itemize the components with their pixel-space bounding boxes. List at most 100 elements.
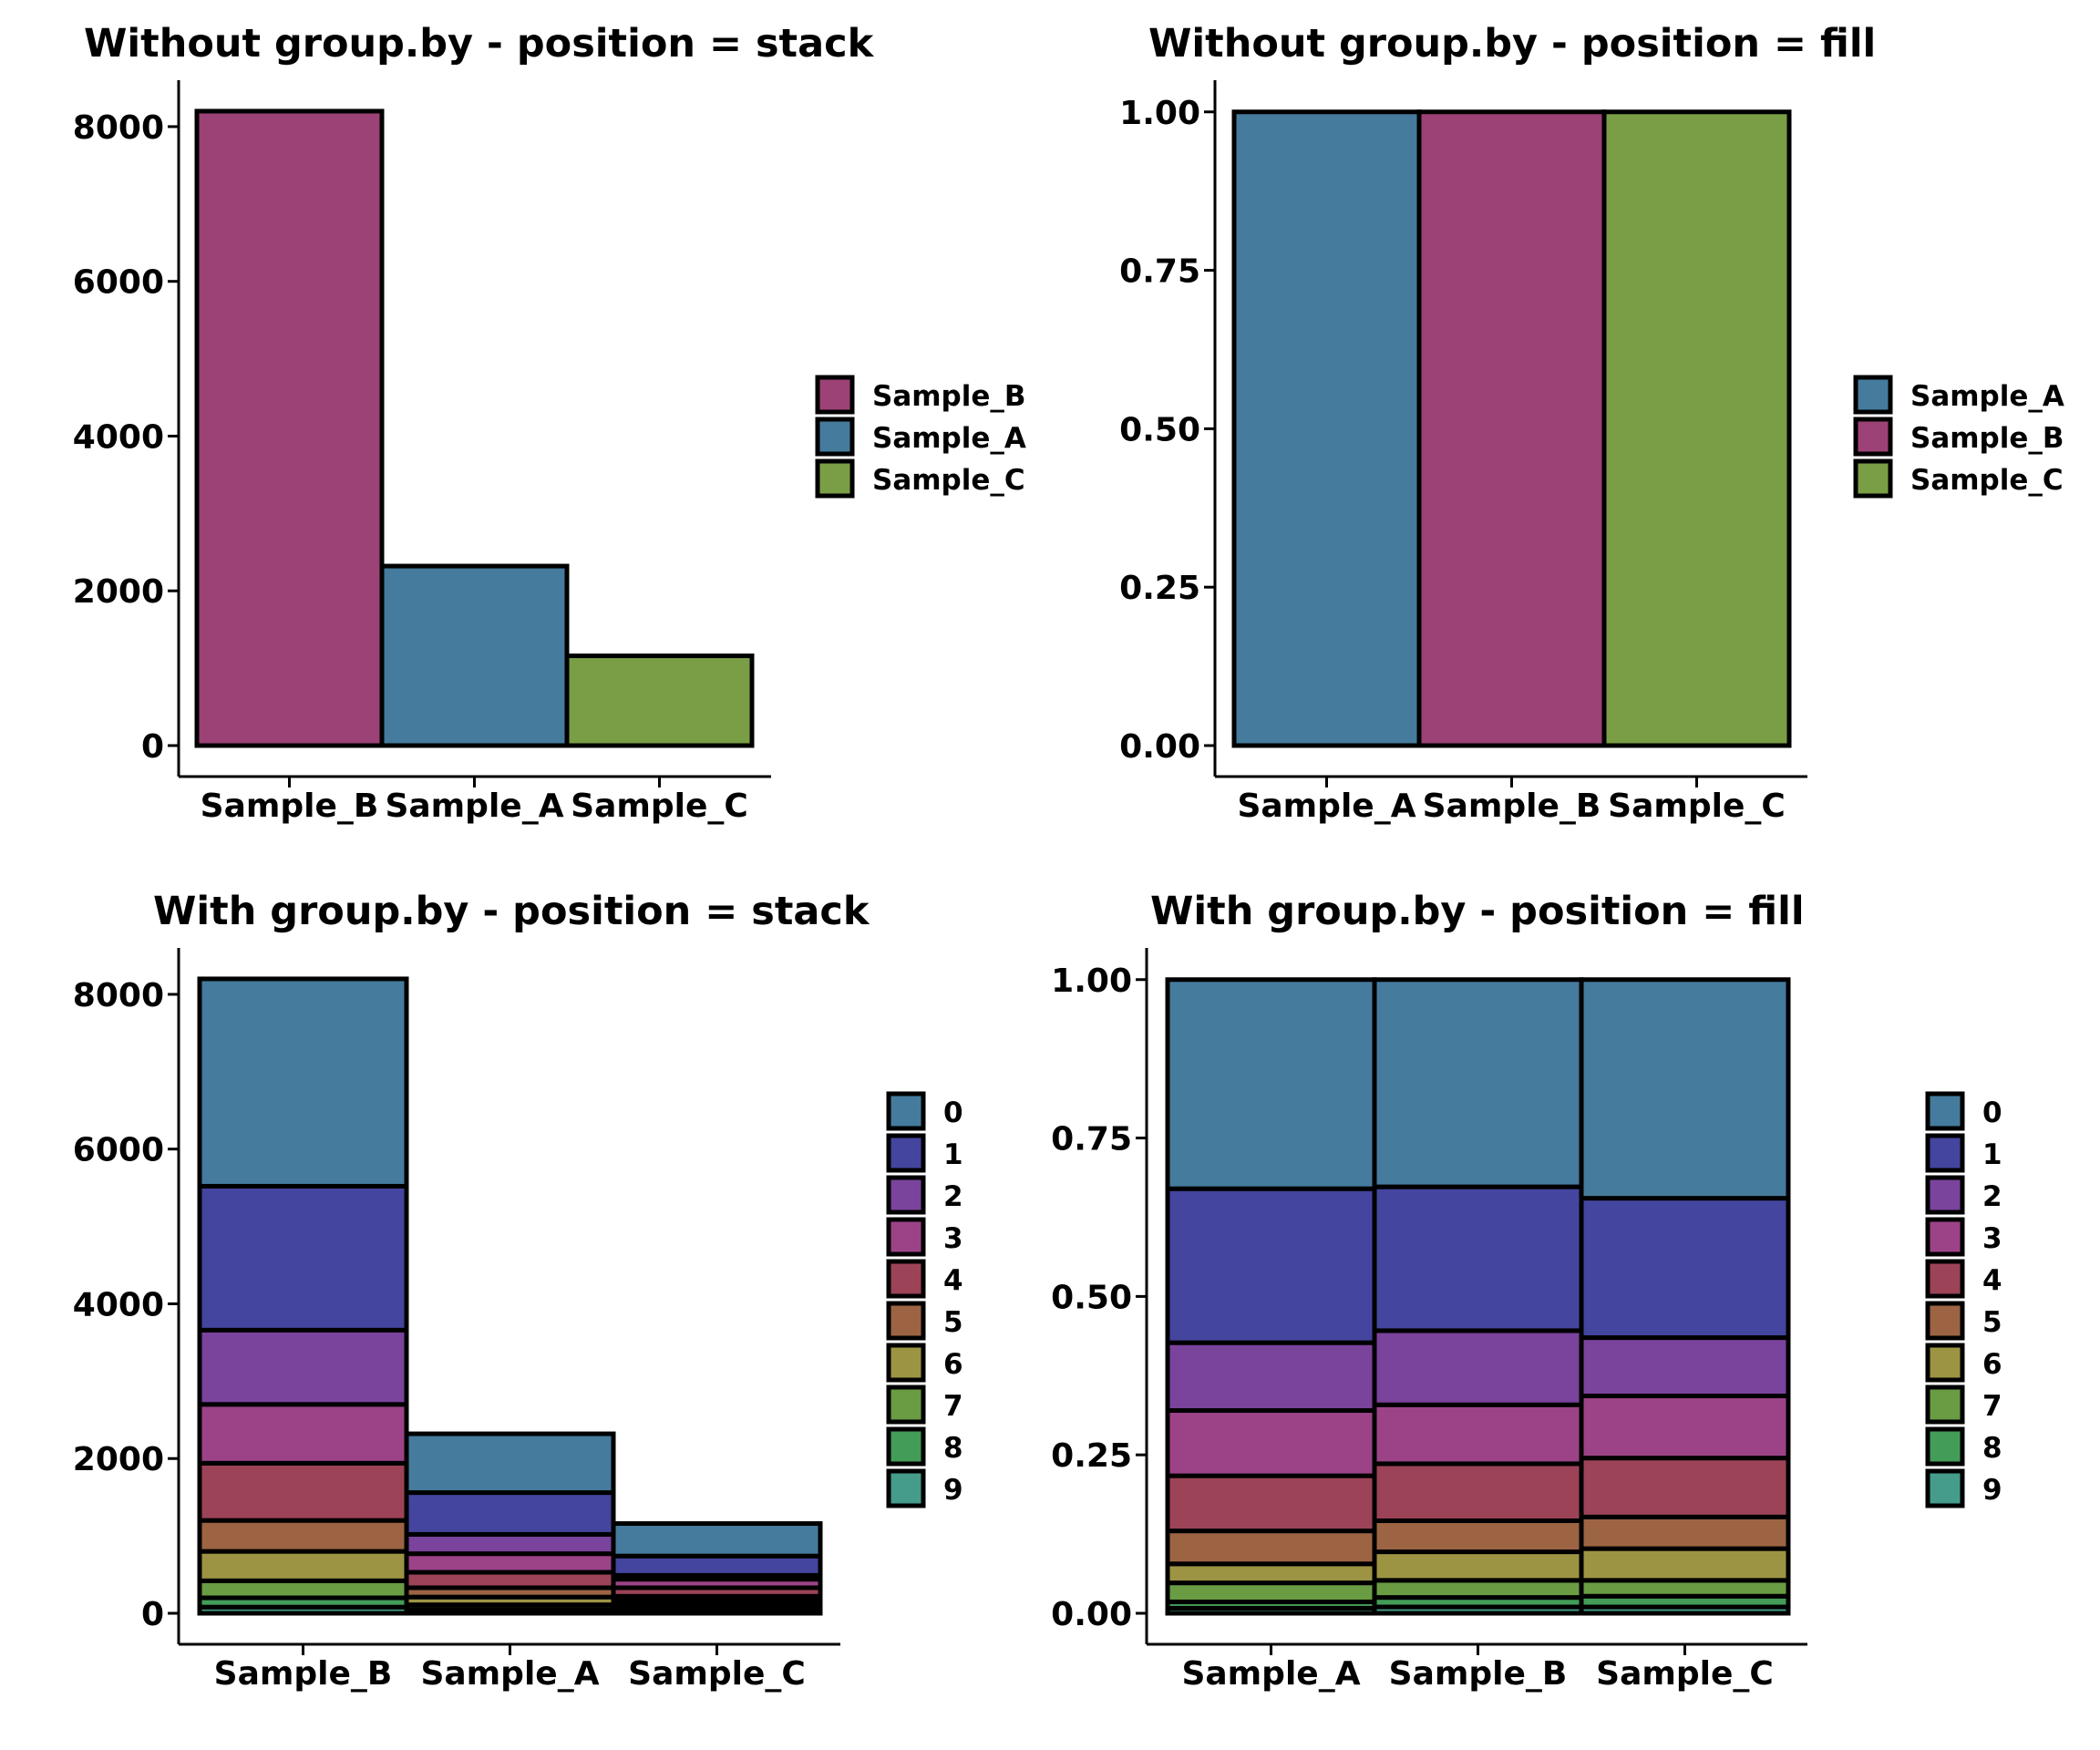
legend-label: 1 — [943, 1138, 963, 1171]
legend-label: Sample_B — [872, 380, 1026, 413]
legend-label: Sample_C — [872, 464, 1025, 497]
chart-panel-3: With group.by - position = stack Sample_B… — [73, 889, 963, 1693]
legend-key-7 — [886, 1385, 926, 1425]
bar-segment-Sample_B-4 — [197, 1460, 409, 1523]
legend-label: 7 — [943, 1390, 963, 1423]
bar-segment-Sample_B-7 — [1372, 1578, 1584, 1601]
legend-label: 2 — [943, 1180, 963, 1213]
legend-label: 8 — [1982, 1432, 2002, 1465]
y-tick-label: 0.25 — [1051, 1437, 1132, 1475]
legend-key-Sample_C — [1853, 458, 1893, 499]
chart-panel-4: With group.by - position = fill Sample_A S… — [1051, 889, 2002, 1693]
bar-segment-Sample_A-3 — [1165, 1408, 1377, 1478]
legend-label: 4 — [943, 1264, 963, 1297]
y-tick-label: 8000 — [73, 109, 164, 147]
y-tick-label: 0.00 — [1051, 1596, 1132, 1633]
bar-segment-Sample_B-7 — [197, 1578, 409, 1601]
bar-segment-Sample_A-0 — [404, 1431, 616, 1496]
x-tick-label: Sample_A — [1237, 788, 1415, 825]
legend-key-5 — [886, 1301, 926, 1341]
bar-segment-Sample_B-6 — [1372, 1549, 1584, 1583]
x-tick-label: Sample_B — [1389, 1655, 1568, 1693]
legend-label: 7 — [1982, 1390, 2002, 1423]
legend-key-Sample_A — [815, 417, 855, 457]
bar-segment-Sample_C-3 — [1579, 1394, 1791, 1461]
legend-key-0 — [886, 1091, 926, 1131]
legend-key-1 — [886, 1133, 926, 1173]
bar-segment-Sample_B-2 — [197, 1327, 409, 1407]
bar-segment-Sample_B-0 — [197, 976, 409, 1189]
bar-segment-Sample_A-2 — [1165, 1340, 1377, 1414]
bar-segment-Sample_C-1 — [1579, 1196, 1791, 1341]
legend-key-8 — [1925, 1426, 1965, 1467]
y-tick-label: 0.25 — [1119, 570, 1200, 607]
legend-label: Sample_C — [1910, 464, 2064, 497]
legend-key-7 — [1925, 1385, 1965, 1425]
legend-key-2 — [886, 1175, 926, 1215]
legend-label: 1 — [1982, 1138, 2002, 1171]
legend-label: 6 — [1982, 1348, 2002, 1381]
bar-segment-Sample_A-7 — [1165, 1580, 1377, 1604]
legend-label: 3 — [1982, 1222, 2002, 1255]
legend-label: 4 — [1982, 1264, 2002, 1297]
bar-segment-Sample_B-5 — [197, 1518, 409, 1554]
legend-label: 0 — [943, 1096, 963, 1129]
y-tick-label: 2000 — [73, 573, 164, 611]
legend-key-Sample_C — [815, 458, 855, 499]
legend-key-4 — [886, 1259, 926, 1299]
legend-key-5 — [1925, 1301, 1965, 1341]
bar-segment-Sample_B-1 — [197, 1183, 409, 1333]
bar-segment-Sample_A-0 — [1165, 977, 1377, 1191]
legend-key-3 — [1925, 1217, 1965, 1257]
bar-segment-Sample_B-2 — [1372, 1328, 1584, 1407]
x-tick-label: Sample_B — [1423, 788, 1601, 825]
y-tick-label: 0 — [141, 1596, 164, 1633]
x-tick-label: Sample_C — [571, 788, 748, 825]
bar-segment-Sample_A-1 — [404, 1490, 616, 1537]
bar-segment-Sample_B-3 — [1372, 1402, 1584, 1467]
bar-Sample_C — [1601, 109, 1792, 748]
y-tick-label: 0.50 — [1051, 1279, 1132, 1316]
bar-Sample_A — [379, 563, 570, 748]
bar-segment-Sample_C-1 — [611, 1553, 823, 1578]
bar-segment-Sample_B-0 — [1372, 977, 1584, 1189]
y-tick-label: 6000 — [73, 264, 164, 302]
legend-key-9 — [886, 1468, 926, 1508]
bar-segment-Sample_C-6 — [1579, 1546, 1791, 1583]
bar-segment-Sample_B-4 — [1372, 1461, 1584, 1523]
chart-title: With group.by - position = stack — [153, 889, 870, 934]
legend-label: 3 — [943, 1222, 963, 1255]
bar-segment-Sample_A-4 — [404, 1570, 616, 1590]
legend-label: 9 — [943, 1474, 963, 1507]
y-tick-label: 0.50 — [1119, 411, 1200, 448]
x-tick-label: Sample_C — [628, 1655, 806, 1693]
chart-panel-1: Without group.by - position = stack Sampl… — [73, 21, 1026, 825]
bar-segment-Sample_C-0 — [611, 1521, 823, 1559]
legend-key-6 — [1925, 1343, 1965, 1383]
legend-key-Sample_B — [815, 375, 855, 415]
y-tick-label: 4000 — [73, 1286, 164, 1323]
bar-segment-Sample_A-2 — [404, 1531, 616, 1557]
y-tick-label: 1.00 — [1051, 962, 1132, 1000]
bar-segment-Sample_B-3 — [197, 1402, 409, 1466]
y-tick-label: 0.00 — [1119, 728, 1200, 766]
bar-segment-Sample_A-3 — [404, 1551, 616, 1575]
bar-segment-Sample_A-1 — [1165, 1186, 1377, 1345]
bar-segment-Sample_B-1 — [1372, 1184, 1584, 1333]
bar-segment-Sample_C-4 — [1579, 1456, 1791, 1519]
chart-panel-2: Without group.by - position = fill Sample… — [1119, 21, 2064, 825]
legend-label: Sample_B — [1910, 422, 2064, 455]
bar-segment-Sample_C-2 — [1579, 1335, 1791, 1399]
legend-key-3 — [886, 1217, 926, 1257]
y-tick-label: 1.00 — [1119, 95, 1200, 132]
legend-key-2 — [1925, 1175, 1965, 1215]
legend-label: 9 — [1982, 1474, 2002, 1507]
legend-label: 5 — [943, 1306, 963, 1339]
x-tick-label: Sample_C — [1596, 1655, 1774, 1693]
y-tick-label: 0 — [141, 728, 164, 766]
x-tick-label: Sample_B — [214, 1655, 393, 1693]
legend-label: 8 — [943, 1432, 963, 1465]
bar-segment-Sample_C-5 — [1579, 1514, 1791, 1551]
y-tick-label: 2000 — [73, 1441, 164, 1478]
